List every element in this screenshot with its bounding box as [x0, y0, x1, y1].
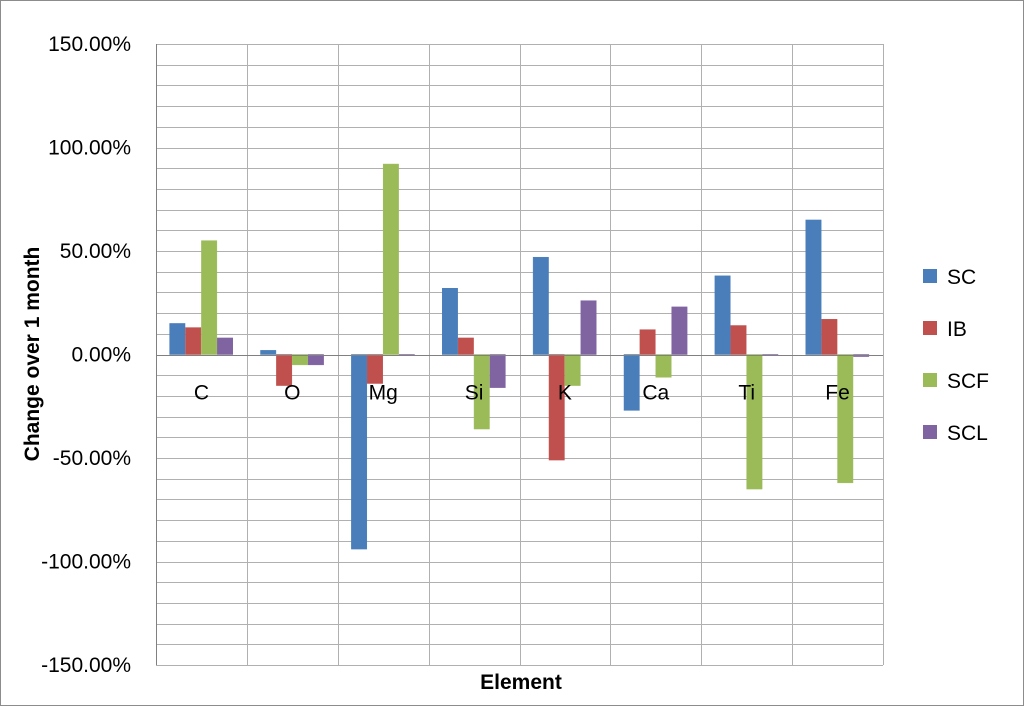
category-label-k: K: [558, 382, 572, 405]
bar-sc-mg: [351, 354, 368, 550]
y-tick-label: -100.00%: [41, 551, 131, 574]
bar-sc-ti: [714, 275, 731, 355]
bar-ib-ti: [730, 325, 747, 355]
bar-sc-k: [532, 256, 549, 355]
bar-ib-mg: [367, 354, 383, 384]
y-tick-label: -50.00%: [53, 447, 131, 470]
bar-scl-ca: [671, 306, 688, 355]
category-label-mg: Mg: [369, 382, 398, 405]
bar-sc-fe: [805, 219, 822, 355]
bar-scl-k: [580, 300, 597, 355]
legend-label-scf: SCF: [947, 370, 989, 393]
y-tick-label: 0.00%: [71, 344, 131, 367]
y-tick-label: 100.00%: [48, 137, 131, 160]
category-label-fe: Fe: [825, 382, 850, 405]
legend-swatch-ib: [923, 321, 937, 335]
legend-label-sc: SC: [947, 266, 976, 289]
bar-ib-fe: [821, 319, 838, 355]
category-label-ti: Ti: [738, 382, 755, 405]
legend-label-ib: IB: [947, 318, 967, 341]
bar-scf-fe: [837, 354, 854, 484]
category-label-c: C: [194, 382, 209, 405]
y-tick-label: -150.00%: [41, 654, 131, 677]
bar-scl-si: [489, 354, 506, 388]
category-label-o: O: [284, 382, 300, 405]
bar-ib-k: [548, 354, 565, 461]
legend-label-scl: SCL: [947, 422, 988, 445]
bar-ib-o: [276, 354, 293, 386]
legend-swatch-sc: [923, 269, 937, 283]
category-label-ca: Ca: [642, 382, 669, 405]
bar-scf-mg: [382, 163, 399, 355]
bar-scf-ca: [655, 354, 672, 378]
bar-ib-c: [185, 327, 202, 355]
bar-scl-c: [217, 337, 233, 355]
bar-ib-si: [457, 337, 474, 355]
y-axis-title: Change over 1 month: [21, 247, 44, 462]
y-tick-label: 150.00%: [48, 33, 131, 56]
gridlines: [156, 44, 884, 666]
legend-swatch-scl: [923, 425, 937, 439]
y-tick-label: 50.00%: [60, 240, 131, 263]
bar-scf-c: [201, 240, 218, 355]
bar-ib-ca: [639, 329, 656, 355]
bar-sc-si: [442, 288, 458, 355]
y-tick-labels: 150.00% 100.00% 50.00% 0.00% -50.00% -100.00%…: [41, 33, 131, 677]
legend: SC IB SCF SCL: [923, 266, 989, 445]
bar-scf-ti: [746, 354, 763, 490]
bar-scf-si: [473, 354, 490, 430]
category-labels: C O Mg Si K Ca Ti Fe: [194, 382, 850, 405]
axes: [156, 44, 883, 665]
x-axis-title: Element: [480, 671, 562, 694]
bar-scl-o: [307, 354, 324, 366]
bar-scf-o: [292, 354, 308, 366]
bars: [169, 163, 870, 550]
category-label-si: Si: [465, 382, 484, 405]
legend-swatch-scf: [923, 373, 937, 387]
bar-scf-k: [564, 354, 581, 386]
bar-sc-ca: [623, 354, 640, 411]
bar-sc-c: [169, 323, 186, 355]
bar-sc-o: [260, 350, 277, 355]
